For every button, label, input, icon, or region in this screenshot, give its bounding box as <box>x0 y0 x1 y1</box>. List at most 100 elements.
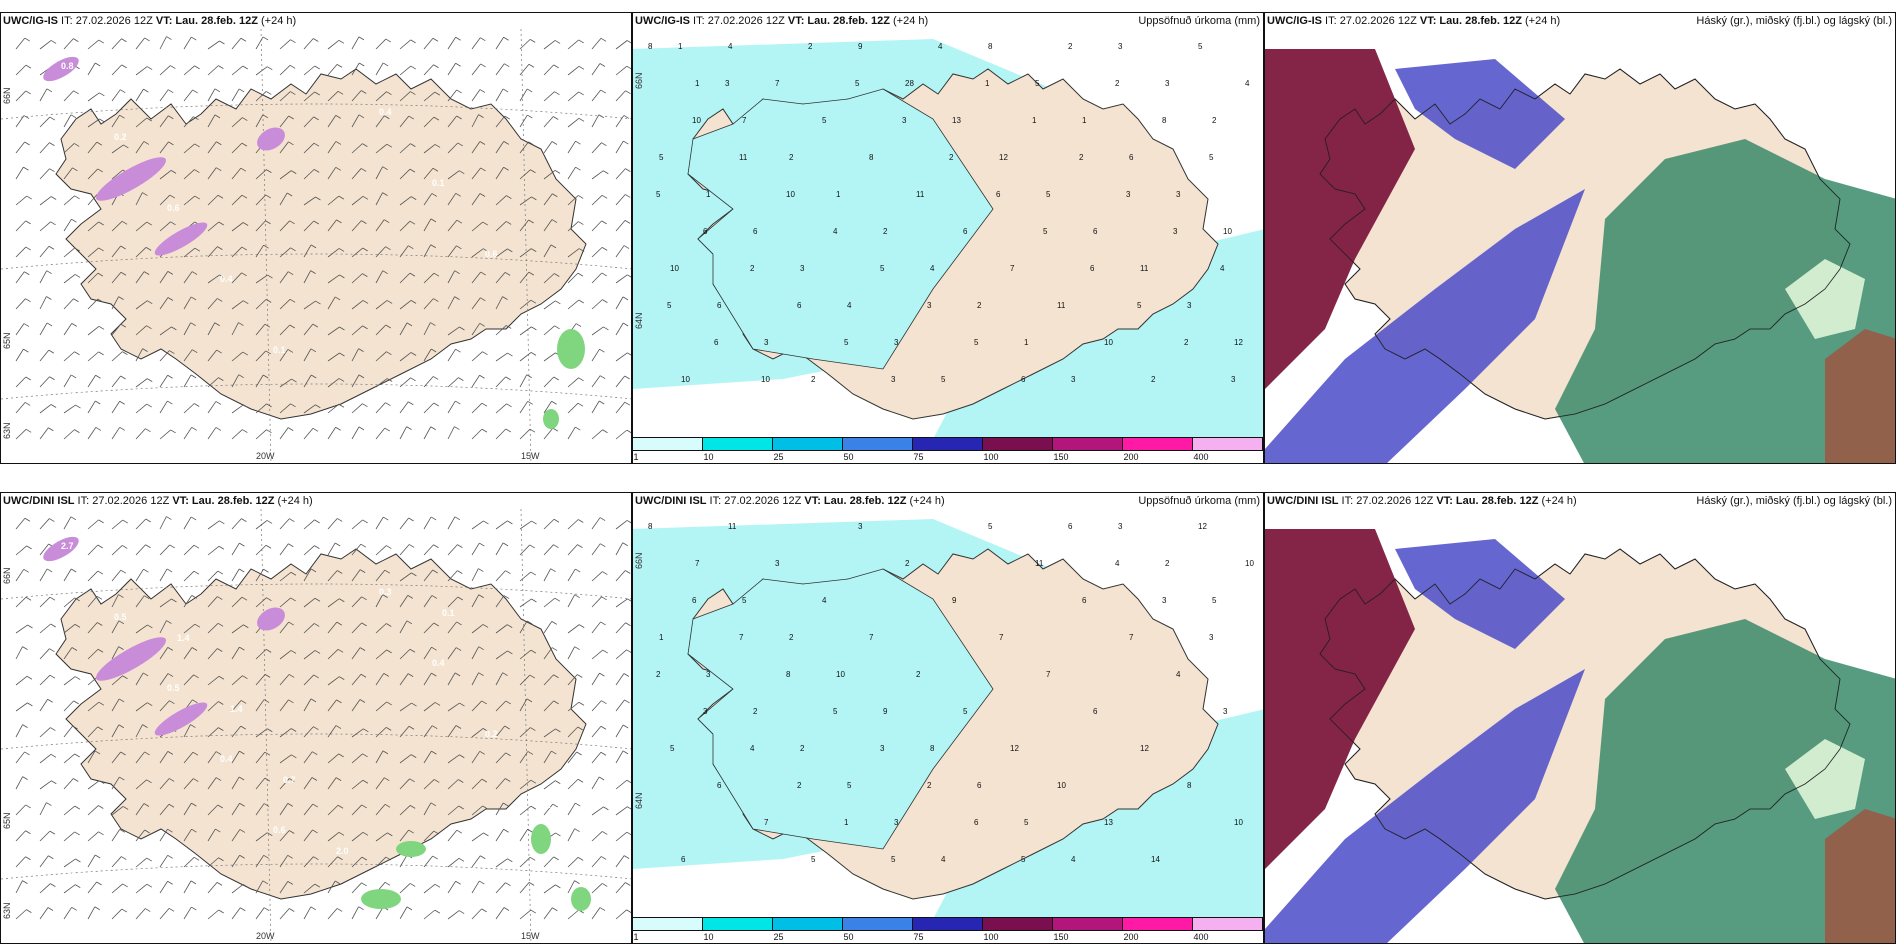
precip-value-label: 12 <box>1234 338 1243 347</box>
mid-cloud-area <box>1265 189 1585 463</box>
high-cloud-thin <box>1785 259 1865 339</box>
low-cloud-area <box>1265 49 1415 389</box>
colorbar-tick-label: 25 <box>773 452 784 462</box>
precip-value-label: 11 <box>739 153 748 162</box>
precip-value-label: 1 <box>844 818 849 827</box>
grid-labels: 66N 64N <box>634 552 644 809</box>
precip-value-label: 5 <box>988 522 993 531</box>
precip-value-label: 7 <box>695 559 700 568</box>
iceland-coastline <box>1319 68 1851 420</box>
snow-value-labels: 0.8 0.2 0.6 0.4 0.1 0.2 0.4 0.1 0.6 0.2 0.3 <box>61 61 551 426</box>
snow-value-label: 0.2 <box>326 416 339 426</box>
precip-value-label: 6 <box>692 596 697 605</box>
panel-variable-label: Uppsöfnuð úrkoma (mm) <box>1138 15 1260 27</box>
snow-areas <box>43 56 585 429</box>
precip-value-label: 4 <box>750 744 755 753</box>
snow-value-label: 0.4 <box>432 658 445 668</box>
precip-value-label: 10 <box>670 264 679 273</box>
low-cloud-area <box>1265 529 1415 869</box>
map-wind-dini: 2.7 0.5 0.5 0.4 0.6 0.2 0.3 0.4 0.2 1.1 0.9 2.1 1.4 1… <box>1 509 631 943</box>
precip-value-label: 2 <box>797 781 802 790</box>
precip-value-label: 13 <box>952 116 961 125</box>
precip-value-label: 2 <box>750 264 755 273</box>
panel-wind-igis: UWC/IG-IS IT: 27.02.2026 12Z VT: Lau. 28… <box>0 12 632 464</box>
precip-value-label: 5 <box>667 301 672 310</box>
snow-value-label: 0.2 <box>114 132 127 142</box>
precip-value-label: 8 <box>1187 781 1192 790</box>
precip-value-label: 3 <box>764 338 769 347</box>
precip-value-label: 3 <box>927 301 932 310</box>
snow-value-label: 1.4 <box>177 633 190 643</box>
colorbar-cell <box>843 918 913 930</box>
lat-label: 65N <box>2 332 12 349</box>
lat-label: 64N <box>634 792 644 809</box>
snow-value-label: 0.1 <box>442 608 455 618</box>
colorbar-cell <box>913 438 983 450</box>
precip-value-label: 3 <box>1231 375 1236 384</box>
precip-value-label: 5 <box>811 855 816 864</box>
precip-value-label: 7 <box>869 633 874 642</box>
precip-value-label: 5 <box>891 855 896 864</box>
precip-value-label: 3 <box>775 559 780 568</box>
snow-value-label: 1.1 <box>538 800 551 810</box>
precip-value-label: 6 <box>977 781 982 790</box>
precip-value-label: 1 <box>706 190 711 199</box>
precip-value-label: 3 <box>1209 633 1214 642</box>
precip-value-label: 11 <box>1035 559 1044 568</box>
precip-value-label: 4 <box>1071 855 1076 864</box>
precip-colorbar: 1 10 25 50 75 100 150 200 400 <box>633 917 1263 943</box>
precip-colorbar: 1 10 25 50 75 100 150 200 400 <box>633 437 1263 463</box>
precip-value-label: 10 <box>761 375 770 384</box>
precip-value-label: 6 <box>714 338 719 347</box>
precip-value-label: 6 <box>1082 596 1087 605</box>
snow-value-label: 2.1 <box>124 562 137 572</box>
precip-value-label: 6 <box>703 227 708 236</box>
precip-value-label: 12 <box>1140 744 1149 753</box>
colorbar-cell <box>1123 918 1193 930</box>
panel-title: UWC/DINI ISL IT: 27.02.2026 12Z VT: Lau.… <box>3 495 313 507</box>
low-cloud-area <box>1825 329 1895 463</box>
lat-lon-grid <box>1 29 631 463</box>
precip-value-label: 2 <box>811 375 816 384</box>
panel-title: UWC/IG-IS IT: 27.02.2026 12Z VT: Lau. 28… <box>635 15 929 27</box>
snow-value-labels: 2.7 0.5 0.5 0.4 0.6 0.2 0.3 0.4 0.2 1.1 0.9 2.1 1.4 1… <box>61 541 551 927</box>
precip-value-label: 3 <box>800 264 805 273</box>
precip-value-label: 11 <box>1057 301 1066 310</box>
precip-value-label: 5 <box>742 596 747 605</box>
precip-value-label: 4 <box>1115 559 1120 568</box>
precip-value-label: 28 <box>905 79 914 88</box>
precip-value-label: 11 <box>916 190 925 199</box>
precip-value-label: 3 <box>894 338 899 347</box>
precip-value-label: 8 <box>648 522 653 531</box>
precip-value-label: 5 <box>659 153 664 162</box>
precip-value-label: 1 <box>659 633 664 642</box>
colorbar-cell <box>1053 438 1123 450</box>
precip-value-label: 6 <box>1021 375 1026 384</box>
map-wind-igis: 0.80.20.60.40.10.20.40.10.60.20.366N65N6… <box>1 29 631 463</box>
precip-value-label: 8 <box>988 42 993 51</box>
precip-value-label: 6 <box>1090 264 1095 273</box>
precip-value-label: 10 <box>1234 818 1243 827</box>
precip-value-label: 5 <box>941 375 946 384</box>
precip-value-label: 7 <box>1046 670 1051 679</box>
snow-value-label: 2.7 <box>61 541 74 551</box>
lon-label: 15W <box>521 931 540 941</box>
snow-value-label: 0.6 <box>273 825 286 835</box>
precip-value-label: 9 <box>952 596 957 605</box>
precip-value-label: 4 <box>1176 670 1181 679</box>
mid-cloud-area <box>1395 59 1565 169</box>
snow-value-label: 0.3 <box>379 587 392 597</box>
precip-value-label: 1 <box>1032 116 1037 125</box>
colorbar-tick-label: 400 <box>1193 452 1209 462</box>
precip-value-label: 6 <box>974 818 979 827</box>
panel-title: UWC/IG-IS IT: 27.02.2026 12Z VT: Lau. 28… <box>1267 15 1561 27</box>
precip-value-label: 3 <box>1118 522 1123 531</box>
colorbar-cell <box>1123 438 1193 450</box>
precip-value-label: 14 <box>1151 855 1160 864</box>
snow-value-label: 2.0 <box>336 846 349 856</box>
precip-value-label: 2 <box>949 153 954 162</box>
precip-value-label: 4 <box>847 301 852 310</box>
lon-label: 15W <box>521 451 540 461</box>
precip-value-label: 5 <box>1212 596 1217 605</box>
precip-value-label: 5 <box>847 781 852 790</box>
